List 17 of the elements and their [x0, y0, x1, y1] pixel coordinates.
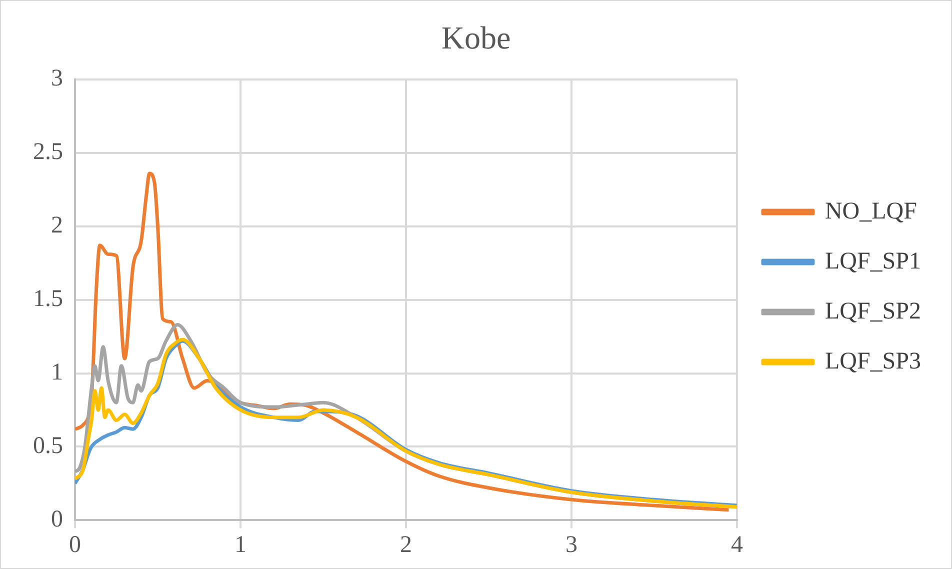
- y-tick-label: 1: [51, 360, 63, 386]
- y-tick-label: 2: [51, 212, 63, 239]
- x-tick-label: 0: [69, 532, 81, 558]
- y-tick-label: 0: [51, 506, 63, 532]
- x-tick-label: 2: [400, 532, 412, 558]
- y-tick-label: 2.5: [33, 139, 63, 166]
- legend-label: LQF_SP1: [824, 248, 922, 274]
- x-tick-label: 3: [565, 532, 578, 558]
- legend-label: LQF_SP2: [824, 298, 922, 324]
- x-tick-label: 4: [730, 532, 743, 558]
- legend-label: NO_LQF: [824, 198, 917, 224]
- chart-title: Kobe: [441, 20, 511, 56]
- x-tick-label: 1: [234, 532, 246, 558]
- y-tick-label: 3: [51, 66, 63, 92]
- y-tick-label: 0.5: [33, 433, 63, 460]
- y-tick-label: 1.5: [33, 286, 63, 312]
- legend-label: LQF_SP3: [824, 348, 922, 374]
